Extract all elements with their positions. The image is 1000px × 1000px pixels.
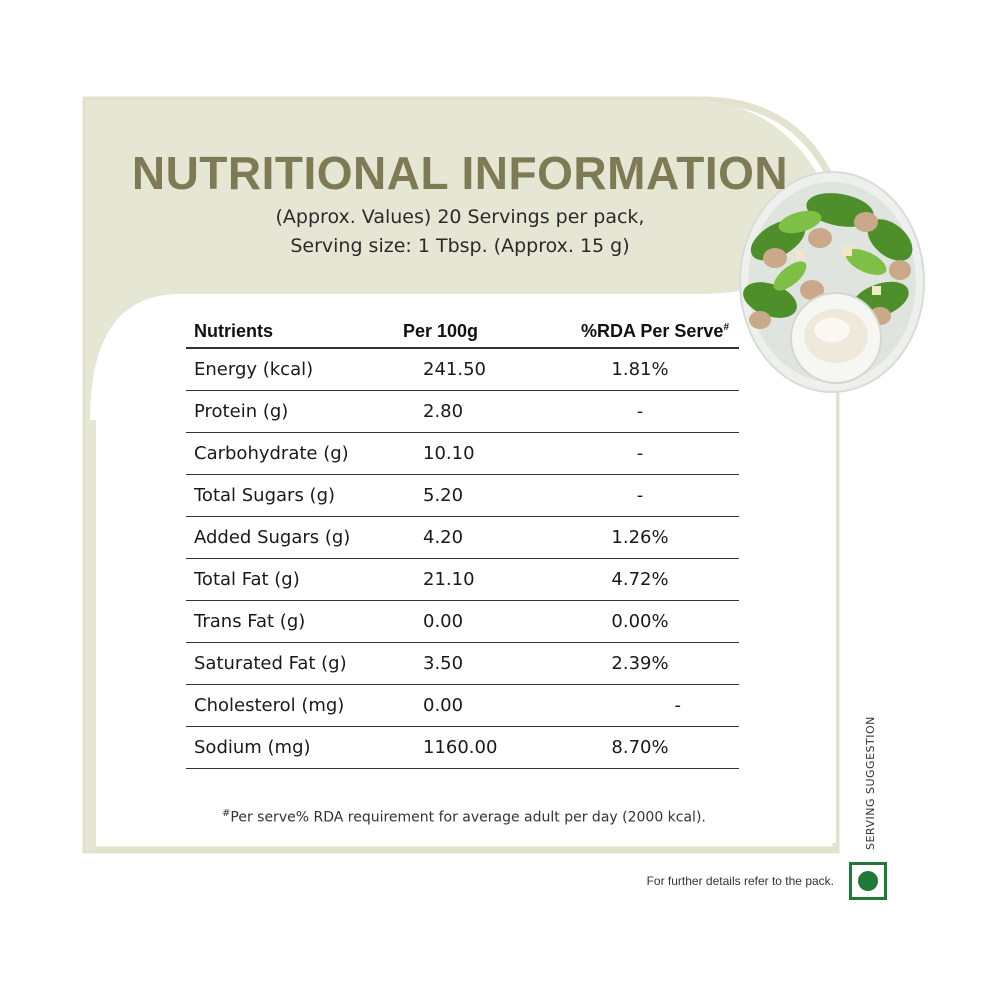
nutrition-table: Nutrients Per 100g %RDA Per Serve# Energ… (186, 316, 739, 769)
nutrient-name: Energy (kcal) (186, 348, 401, 391)
per-100g-value: 10.10 (401, 432, 561, 475)
rda-value: 4.72% (561, 558, 739, 601)
table-row: Total Fat (g) 21.10 4.72% (186, 558, 739, 601)
header-rda: %RDA Per Serve# (561, 316, 739, 349)
per-100g-value: 4.20 (401, 516, 561, 559)
footnote-mark: # (222, 808, 231, 819)
subtitle-serving-size: Serving size: 1 Tbsp. (Approx. 15 g) (290, 235, 630, 257)
per-100g-value: 0.00 (401, 684, 561, 727)
header-per-100g: Per 100g (401, 316, 561, 349)
nutrient-name: Sodium (mg) (186, 726, 401, 769)
table-header-row: Nutrients Per 100g %RDA Per Serve# (186, 316, 739, 349)
per-100g-value: 1160.00 (401, 726, 561, 769)
nutrient-name: Total Fat (g) (186, 558, 401, 601)
per-100g-value: 0.00 (401, 600, 561, 643)
table-row: Saturated Fat (g) 3.50 2.39% (186, 642, 739, 685)
header-rda-label: %RDA Per Serve (581, 321, 724, 341)
per-100g-value: 5.20 (401, 474, 561, 517)
rda-value: - (561, 684, 739, 727)
table-row: Cholesterol (mg) 0.00 - (186, 684, 739, 727)
table-row: Added Sugars (g) 4.20 1.26% (186, 516, 739, 559)
rda-value: 1.26% (561, 516, 739, 559)
nutrient-name: Carbohydrate (g) (186, 432, 401, 475)
nutrient-name: Protein (g) (186, 390, 401, 433)
rda-value: 8.70% (561, 726, 739, 769)
serving-suggestion-label: SERVING SUGGESTION (864, 716, 877, 850)
salad-wraps-with-dip-image (739, 171, 925, 393)
table-row: Energy (kcal) 241.50 1.81% (186, 348, 739, 391)
rda-value: 1.81% (561, 348, 739, 391)
rda-value: - (561, 474, 739, 517)
header-rda-mark: # (723, 322, 729, 333)
page-title: NUTRITIONAL INFORMATION (131, 147, 789, 199)
nutrient-name: Cholesterol (mg) (186, 684, 401, 727)
per-100g-value: 21.10 (401, 558, 561, 601)
per-100g-value: 241.50 (401, 348, 561, 391)
header-nutrients: Nutrients (186, 316, 401, 349)
nutrient-name: Total Sugars (g) (186, 474, 401, 517)
rda-value: 0.00% (561, 600, 739, 643)
table-row: Protein (g) 2.80 - (186, 390, 739, 433)
table-row: Sodium (mg) 1160.00 8.70% (186, 726, 739, 769)
nutrient-name: Saturated Fat (g) (186, 642, 401, 685)
table-row: Total Sugars (g) 5.20 - (186, 474, 739, 517)
per-100g-value: 2.80 (401, 390, 561, 433)
table-row: Trans Fat (g) 0.00 0.00% (186, 600, 739, 643)
header-band (86, 100, 836, 420)
rda-value: - (561, 390, 739, 433)
vegetarian-mark-icon (849, 862, 887, 900)
rda-value: 2.39% (561, 642, 739, 685)
footnote-text: Per serve% RDA requirement for average a… (230, 809, 706, 826)
pack-details-note: For further details refer to the pack. (646, 874, 834, 888)
rda-footnote: #Per serve% RDA requirement for average … (222, 808, 742, 826)
nutrient-name: Trans Fat (g) (186, 600, 401, 643)
table-row: Carbohydrate (g) 10.10 - (186, 432, 739, 475)
subtitle-servings: (Approx. Values) 20 Servings per pack, (275, 206, 645, 228)
nutrient-name: Added Sugars (g) (186, 516, 401, 559)
vegetarian-dot (858, 871, 878, 891)
rda-value: - (561, 432, 739, 475)
per-100g-value: 3.50 (401, 642, 561, 685)
